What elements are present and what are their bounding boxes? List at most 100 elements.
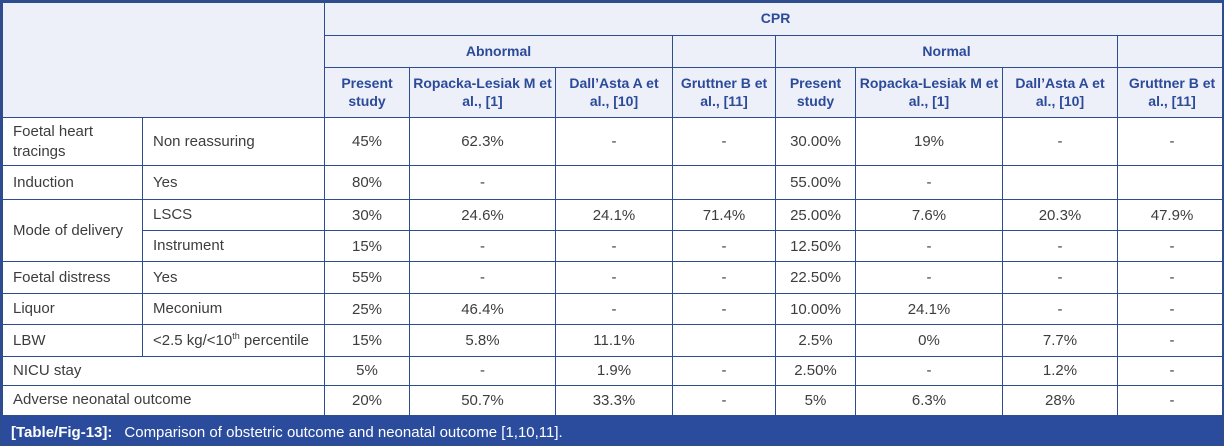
data-cell: 25% — [324, 293, 410, 325]
data-cell: 7.6% — [855, 199, 1003, 231]
data-cell: 24.6% — [409, 199, 556, 231]
data-cell: 1.9% — [555, 356, 673, 386]
data-cell: 2.50% — [775, 356, 856, 386]
row-subcategory: Yes — [142, 261, 325, 294]
row-subcategory: Meconium — [142, 293, 325, 325]
table-caption: [Table/Fig-13]: Comparison of obstetric … — [2, 415, 1222, 444]
lbw-sub-suffix: percentile — [239, 331, 309, 349]
table-row: Liquor Meconium 25% 46.4% - - 10.00% 24.… — [2, 293, 1222, 325]
col-header-normal-present-study: Present study — [775, 67, 856, 118]
corner-cell — [2, 2, 325, 118]
data-cell: - — [1002, 293, 1118, 325]
data-cell: 55.00% — [775, 165, 856, 200]
row-category: Mode of delivery — [2, 199, 143, 262]
data-cell: - — [855, 165, 1003, 200]
col-header-normal-dallasta: Dall’Asta A et al., [10] — [1002, 67, 1118, 118]
row-subcategory: LSCS — [142, 199, 325, 231]
table-row: NICU stay 5% - 1.9% - 2.50% - 1.2% - — [2, 356, 1222, 386]
caption-label: [Table/Fig-13]: — [11, 424, 113, 441]
data-cell: 50.7% — [409, 384, 556, 416]
data-cell: - — [409, 230, 556, 262]
table-row: Instrument 15% - - - 12.50% - - - — [3, 230, 1222, 262]
col-header-normal-gruttner: Gruttner B et al., [11] — [1116, 67, 1222, 118]
data-cell: - — [555, 261, 673, 294]
data-cell: 1.2% — [1002, 356, 1118, 386]
data-cell: 28% — [1002, 384, 1118, 416]
data-cell: 33.3% — [555, 384, 673, 416]
data-cell: - — [555, 230, 673, 262]
header-row-studies: Present study Ropacka-Lesiak M et al., [… — [3, 67, 1222, 118]
caption-text: Comparison of obstetric outcome and neon… — [124, 424, 563, 441]
row-subcategory: Yes — [142, 165, 325, 200]
group-header-normal: Normal — [775, 35, 1118, 68]
data-cell: 7.7% — [1002, 324, 1118, 357]
data-cell: 25.00% — [775, 199, 856, 231]
data-cell: - — [1116, 356, 1222, 386]
data-cell: - — [672, 293, 776, 325]
data-cell: - — [855, 261, 1003, 294]
data-cell: - — [1116, 384, 1222, 416]
data-cell: 5% — [324, 356, 410, 386]
data-cell: - — [672, 384, 776, 416]
data-cell: 62.3% — [409, 117, 556, 166]
data-cell — [1002, 165, 1118, 200]
data-cell: - — [1002, 117, 1118, 166]
header-row-groups: Abnormal Normal — [3, 35, 1222, 68]
group-spacer-abnormal — [672, 35, 776, 68]
data-cell: 24.1% — [555, 199, 673, 231]
group-spacer-normal — [1116, 35, 1222, 68]
data-cell: 22.50% — [775, 261, 856, 294]
data-cell: 30% — [324, 199, 410, 231]
data-cell: 71.4% — [672, 199, 776, 231]
data-cell: 20.3% — [1002, 199, 1118, 231]
data-cell: 46.4% — [409, 293, 556, 325]
data-cell: 47.9% — [1116, 199, 1222, 231]
col-header-normal-ropacka-lesiak: Ropacka-Lesiak M et al., [1] — [855, 67, 1003, 118]
data-cell: - — [1116, 324, 1222, 357]
data-cell: 15% — [324, 230, 410, 262]
data-cell: 10.00% — [775, 293, 856, 325]
data-cell: - — [672, 230, 776, 262]
row-subcategory: Instrument — [142, 230, 325, 262]
data-cell: - — [555, 293, 673, 325]
data-cell: - — [672, 117, 776, 166]
row-category: Liquor — [2, 293, 143, 325]
table-row: Induction Yes 80% - 55.00% - — [2, 165, 1222, 200]
row-subcategory: <2.5 kg/<10th percentile — [142, 324, 325, 357]
data-cell: 5% — [775, 384, 856, 416]
data-cell: - — [855, 356, 1003, 386]
col-header-abnormal-gruttner: Gruttner B et al., [11] — [672, 67, 776, 118]
data-cell: - — [409, 165, 556, 200]
header-row-cpr: CPR — [2, 2, 1222, 118]
col-header-abnormal-ropacka-lesiak: Ropacka-Lesiak M et al., [1] — [409, 67, 556, 118]
row-subcategory: Non reassuring — [142, 117, 325, 166]
row-category: LBW — [2, 324, 143, 357]
data-cell: - — [1002, 230, 1118, 262]
comparison-table: CPR Abnormal Normal Present study Ropack… — [2, 2, 1222, 416]
data-cell: - — [855, 230, 1003, 262]
data-cell: 11.1% — [555, 324, 673, 357]
data-cell: 0% — [855, 324, 1003, 357]
data-cell — [672, 324, 776, 357]
row-category: NICU stay — [2, 356, 325, 386]
table-row: Mode of delivery LSCS 30% 24.6% 24.1% 71… — [2, 199, 1222, 262]
data-cell: - — [555, 117, 673, 166]
data-cell: 2.5% — [775, 324, 856, 357]
data-cell — [672, 165, 776, 200]
group-header-abnormal: Abnormal — [324, 35, 673, 68]
data-cell: - — [1116, 117, 1222, 166]
data-cell: - — [409, 261, 556, 294]
data-cell: 12.50% — [775, 230, 856, 262]
data-cell: - — [672, 261, 776, 294]
data-cell: 5.8% — [409, 324, 556, 357]
data-cell — [1116, 165, 1222, 200]
lbw-sub-superscript: th — [232, 330, 240, 341]
data-cell: 19% — [855, 117, 1003, 166]
data-cell: 24.1% — [855, 293, 1003, 325]
data-cell — [555, 165, 673, 200]
data-cell: - — [1116, 293, 1222, 325]
data-cell: 80% — [324, 165, 410, 200]
table-row: Adverse neonatal outcome 20% 50.7% 33.3%… — [2, 384, 1222, 416]
data-cell: 55% — [324, 261, 410, 294]
data-cell: 30.00% — [775, 117, 856, 166]
